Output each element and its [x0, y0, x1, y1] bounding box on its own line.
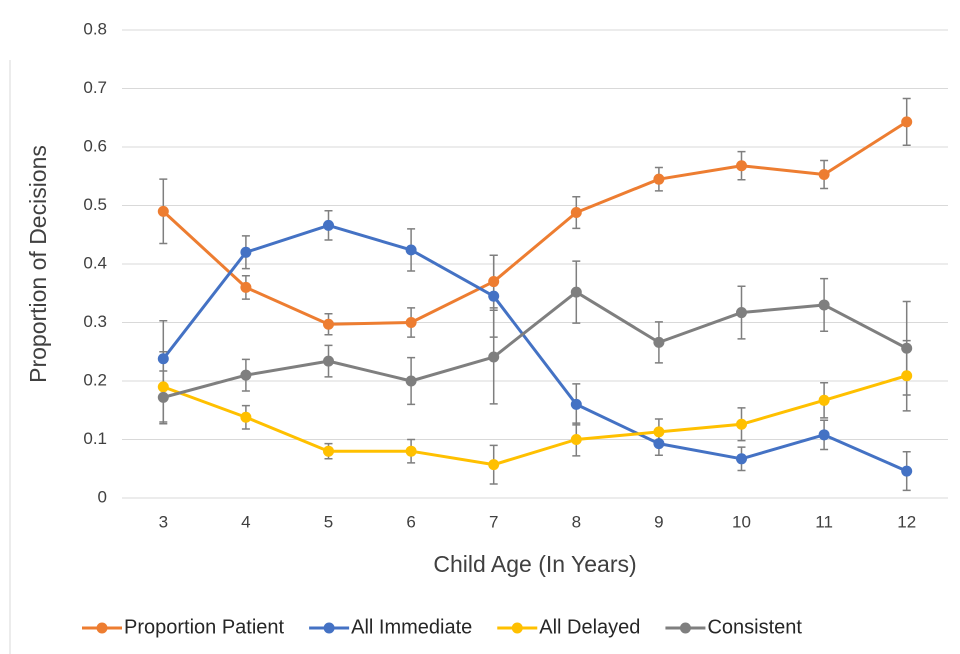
- x-tick-label: 9: [654, 512, 663, 531]
- data-point: [323, 445, 334, 457]
- y-tick-label: 0.2: [83, 370, 107, 389]
- data-point: [736, 160, 747, 172]
- y-tick-label: 0: [98, 487, 107, 506]
- legend-label: All Immediate: [351, 616, 472, 638]
- data-point: [818, 299, 830, 311]
- data-point: [323, 318, 334, 330]
- legend-label: All Delayed: [539, 616, 640, 638]
- series-line: [162, 374, 908, 467]
- data-point: [405, 445, 417, 457]
- series-line: [162, 223, 908, 473]
- data-point: [157, 205, 169, 217]
- data-point: [653, 438, 665, 450]
- data-point: [736, 307, 747, 319]
- x-tick-label: 5: [324, 512, 333, 531]
- x-tick-label: 11: [815, 512, 833, 531]
- data-point: [736, 453, 747, 465]
- data-point: [818, 429, 830, 441]
- series-line: [162, 290, 908, 399]
- data-point: [405, 244, 417, 256]
- x-tick-label: 8: [572, 512, 581, 531]
- data-point: [405, 375, 417, 387]
- data-point: [488, 276, 500, 288]
- data-point: [323, 219, 334, 231]
- y-tick-label: 0.3: [83, 312, 107, 331]
- legend-marker: [679, 622, 691, 634]
- data-point: [570, 434, 582, 445]
- data-point: [240, 411, 252, 423]
- data-point: [818, 168, 830, 180]
- data-point: [488, 459, 500, 471]
- y-tick-label: 0.6: [83, 136, 107, 155]
- legend-marker: [511, 622, 523, 634]
- data-point: [653, 173, 665, 185]
- data-point: [157, 381, 169, 393]
- legend-label: Proportion Patient: [124, 616, 285, 638]
- data-point: [901, 370, 913, 382]
- x-tick-label: 7: [489, 512, 498, 531]
- data-point: [570, 207, 582, 219]
- y-tick-label: 0.8: [83, 19, 107, 38]
- x-tick-label: 3: [159, 512, 168, 531]
- data-point: [570, 398, 582, 410]
- data-point: [405, 317, 417, 328]
- data-point: [240, 281, 252, 293]
- data-point: [653, 426, 665, 438]
- data-point: [818, 394, 830, 406]
- x-tick-label: 4: [241, 512, 250, 531]
- data-point: [736, 418, 747, 430]
- data-point: [157, 391, 169, 403]
- data-point: [901, 116, 913, 128]
- data-point: [901, 342, 913, 354]
- data-point: [240, 369, 252, 381]
- legend-marker: [323, 622, 335, 634]
- x-tick-label: 10: [732, 512, 751, 531]
- data-point: [488, 290, 500, 302]
- data-point: [488, 351, 500, 363]
- data-point: [653, 336, 665, 348]
- data-point: [157, 353, 169, 365]
- data-point: [323, 355, 334, 367]
- data-point: [901, 465, 913, 477]
- series-line: [162, 120, 908, 326]
- y-tick-label: 0.5: [83, 195, 107, 214]
- y-tick-label: 0.1: [83, 429, 107, 448]
- legend-label: Consistent: [707, 616, 802, 638]
- data-point: [570, 286, 582, 298]
- x-tick-label: 6: [406, 512, 415, 531]
- x-axis-title: Child Age (In Years): [433, 551, 636, 577]
- y-tick-label: 0.7: [83, 78, 107, 97]
- x-tick-label: 12: [897, 512, 916, 531]
- y-axis-title: Proportion of Decisions: [25, 145, 51, 383]
- data-point: [240, 246, 252, 258]
- legend-marker: [96, 622, 108, 634]
- y-tick-label: 0.4: [83, 253, 107, 272]
